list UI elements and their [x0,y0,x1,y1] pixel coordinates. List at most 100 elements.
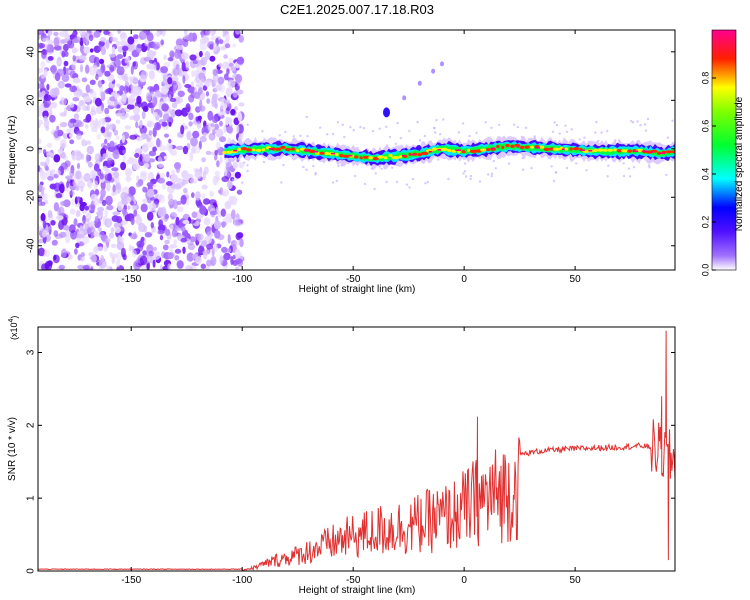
noise-speckle [53,37,60,47]
noise-speckle [222,189,230,197]
noise-speckle [152,41,160,50]
noise-speckle [113,58,121,68]
noise-speckle [106,142,111,150]
signal-scatter [423,134,427,138]
signal-scatter [475,131,478,135]
noise-speckle [175,163,181,174]
noise-speckle [142,250,148,256]
noise-speckle [104,218,112,228]
noise-speckle [50,88,57,98]
noise-speckle [235,219,242,226]
noise-speckle [64,33,70,40]
noise-speckle [178,68,182,74]
noise-speckle [116,143,124,150]
noise-speckle [201,157,207,163]
noise-speckle [211,115,219,124]
noise-speckle [191,70,195,78]
noise-speckle [46,83,50,91]
noise-speckle [42,110,49,119]
signal-scatter [461,122,465,125]
noise-speckle [181,52,189,60]
signal-scatter [299,134,302,137]
noise-speckle [113,129,119,136]
noise-speckle [167,263,172,270]
noise-speckle [169,97,177,103]
noise-speckle [83,95,92,103]
signal-scatter [394,142,397,145]
noise-speckle [146,188,155,198]
noise-speckle [232,43,236,48]
noise-speckle [189,151,194,162]
signal-scatter [331,132,335,136]
noise-speckle [40,201,46,207]
signal-band [222,61,675,191]
signal-max-peak [632,150,639,152]
signal-scatter [462,172,465,175]
signal-scatter [292,135,295,138]
noise-speckle [230,108,236,116]
noise-speckle [137,44,143,49]
noise-speckle [180,237,187,243]
noise-speckle [79,30,86,36]
noise-speckle [59,112,66,117]
noise-speckle [139,255,148,266]
noise-speckle [197,233,203,243]
noise-speckle [199,105,206,112]
signal-scatter [665,173,668,177]
noise-speckle [136,95,142,106]
noise-speckle [54,72,61,82]
signal-core-peak [261,148,266,152]
noise-speckle [157,177,166,184]
noise-speckle [47,210,53,219]
noise-speckle [159,234,164,241]
noise-speckle [144,39,149,47]
noise-speckle [67,119,74,129]
noise-speckle [121,94,127,103]
noise-speckle [47,56,54,61]
noise-speckle [166,171,170,178]
noise-speckle [225,161,233,172]
noise-speckle [85,84,91,94]
noise-speckle [44,262,50,270]
noise-speckle [188,112,194,121]
noise-speckle [230,66,236,72]
noise-speckle [90,90,97,98]
signal-scatter [385,125,388,128]
noise-speckle [58,264,66,270]
noise-speckle [201,77,207,83]
signal-scatter [570,128,573,131]
noise-speckle [132,105,140,115]
noise-speckle [81,104,87,111]
signal-scatter [550,165,553,168]
noise-speckle [42,49,48,56]
noise-speckle [200,263,206,270]
noise-speckle [97,80,103,88]
noise-speckle [98,227,102,232]
noise-speckle [47,30,53,36]
noise-speckle [100,188,106,198]
noise-speckle [203,198,210,205]
snr-series-line [38,330,675,571]
noise-speckle [229,62,234,67]
noise-speckle [56,125,60,131]
signal-max-peak [348,154,353,157]
noise-speckle [94,245,99,252]
noise-speckle [69,169,75,177]
signal-scatter [565,130,569,133]
signal-core-peak [377,155,385,159]
signal-scatter [469,174,473,178]
noise-speckle [115,40,121,47]
noise-speckle [206,259,212,267]
noise-speckle [61,97,67,106]
noise-speckle [238,162,245,169]
noise-speckle [110,227,115,233]
noise-speckle [204,51,211,60]
noise-speckle [160,206,167,216]
noise-speckle [152,146,158,152]
noise-speckle [148,70,155,80]
signal-scatter [306,135,309,138]
signal-core-peak [530,145,534,149]
signal-core-peak [467,148,471,152]
colorbar-tick-label: 0.6 [700,120,710,133]
signal-scatter [492,159,495,163]
